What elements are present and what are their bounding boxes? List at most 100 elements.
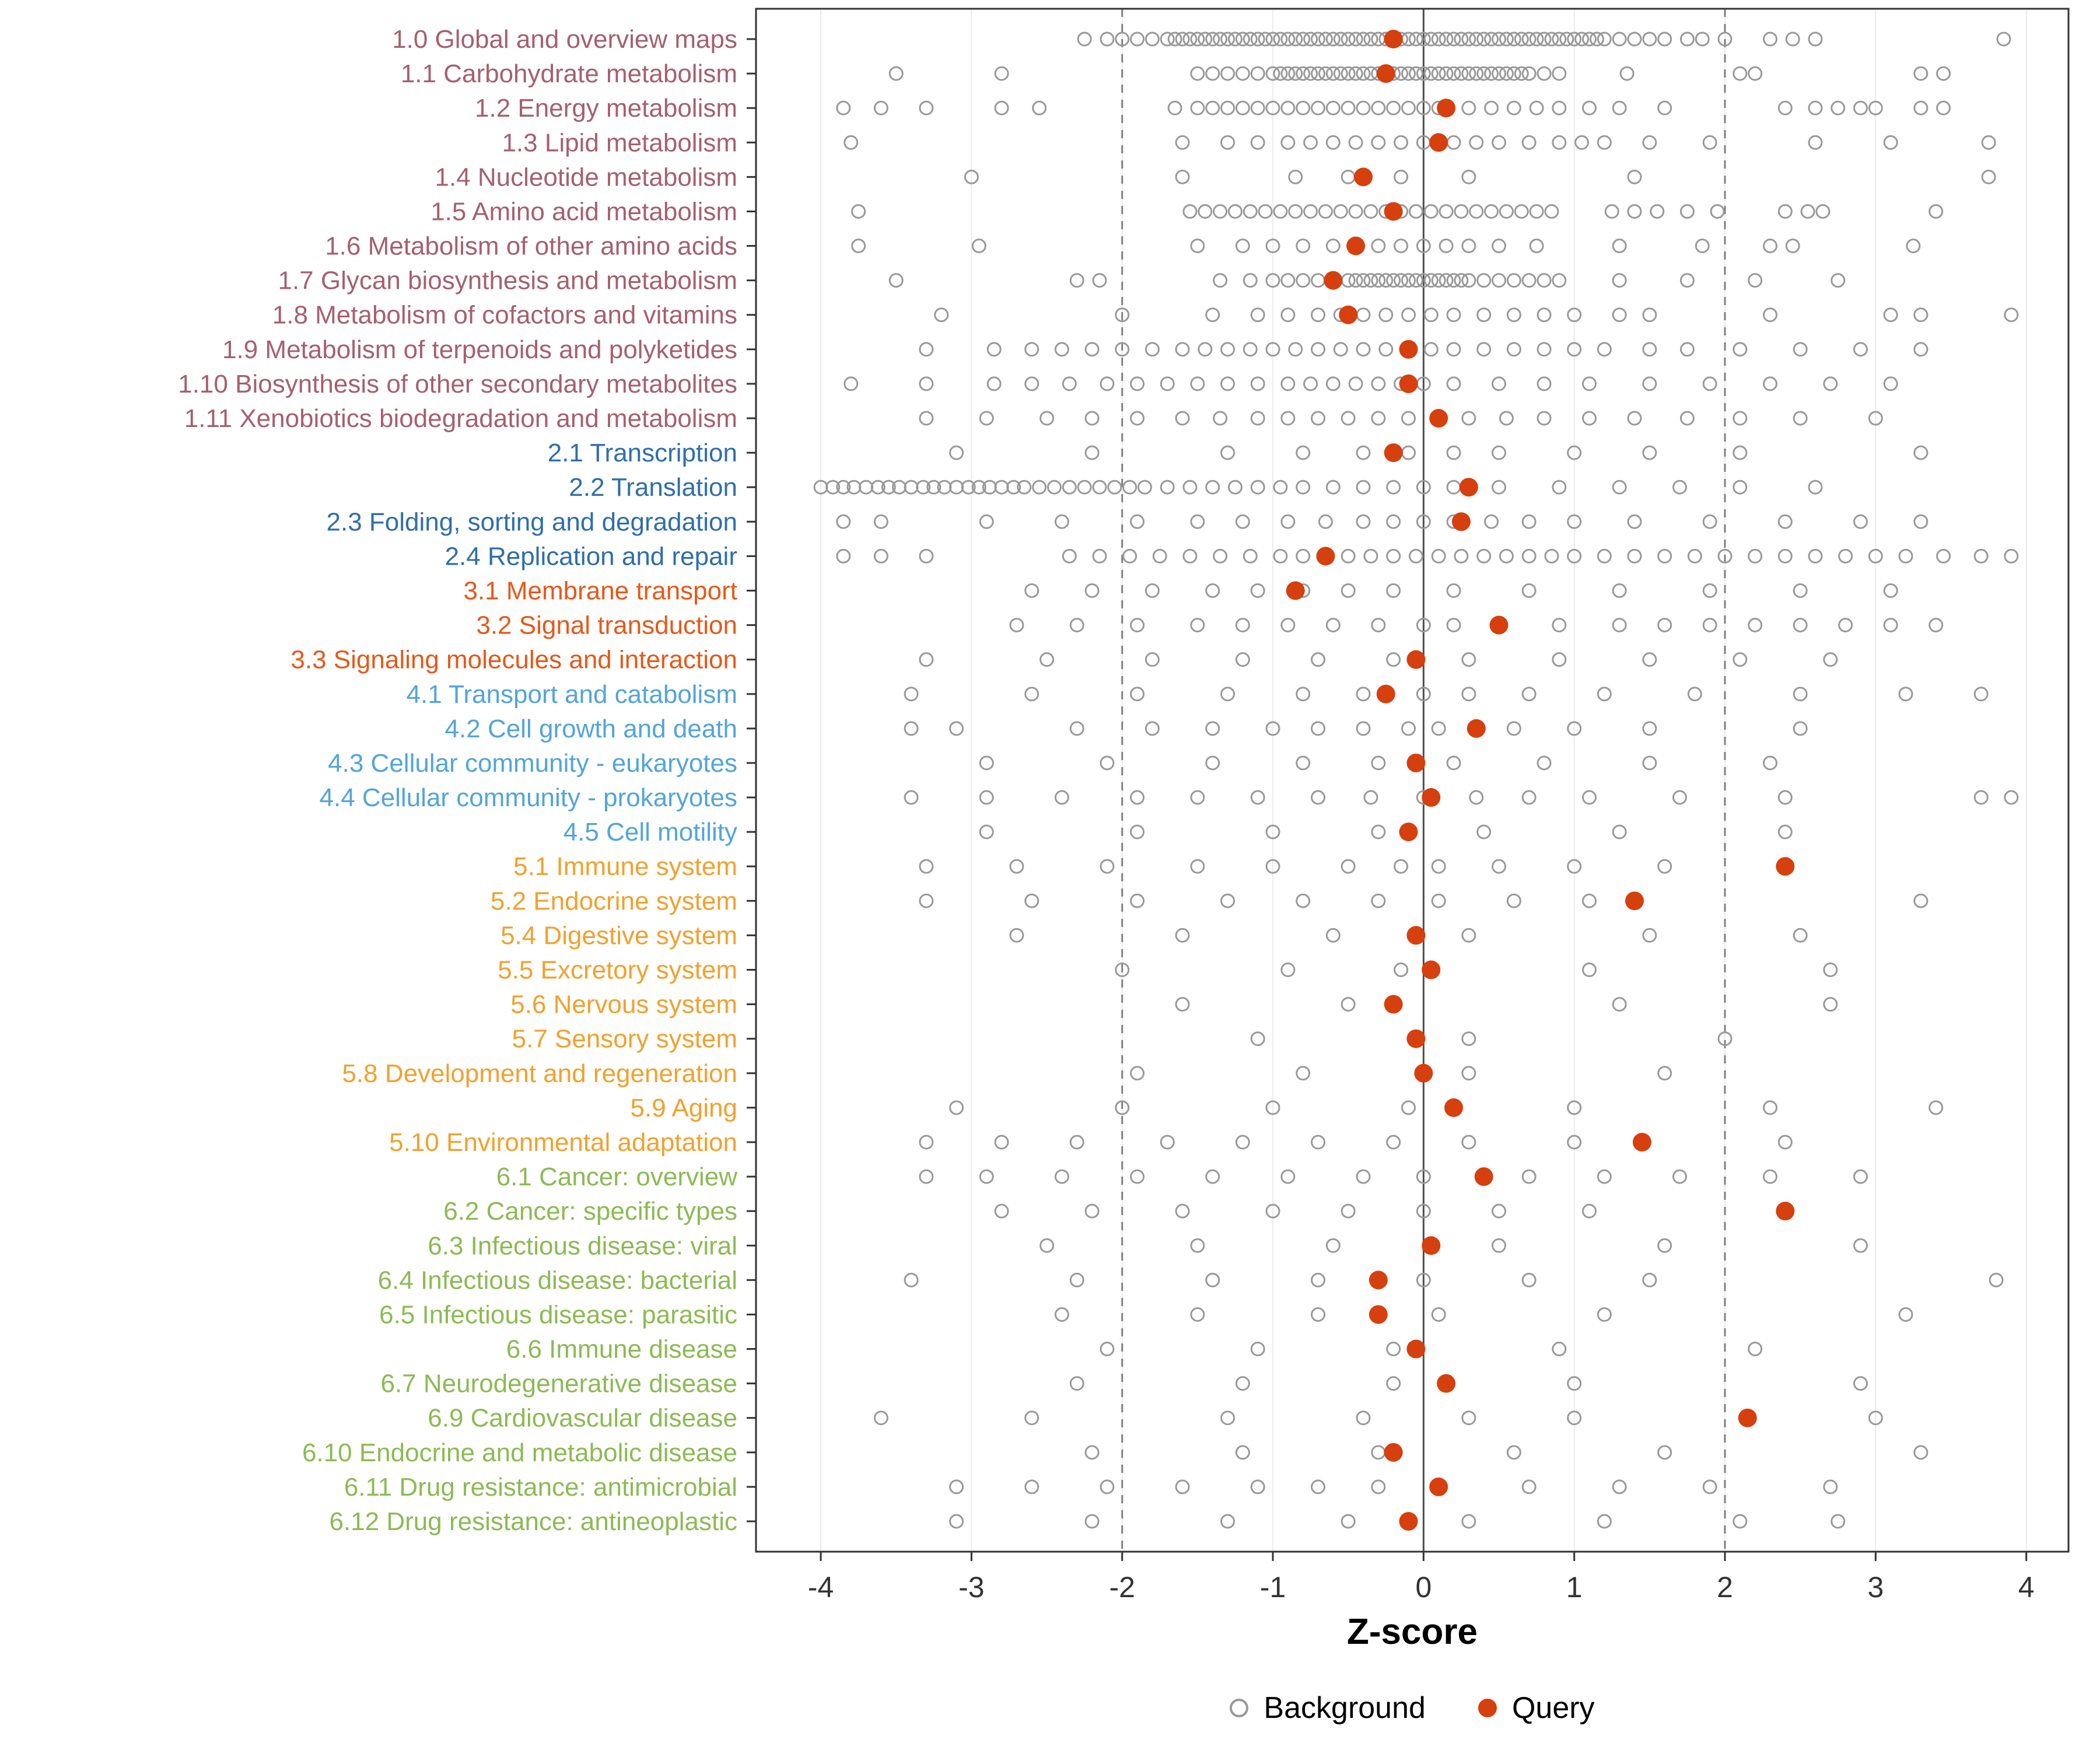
- background-point: [1416, 32, 1431, 47]
- background-point: [1175, 32, 1190, 47]
- y-axis-label: 4.2 Cell growth and death: [445, 715, 737, 743]
- background-point: [1250, 376, 1265, 391]
- background-point: [919, 1135, 934, 1150]
- background-point: [888, 273, 904, 288]
- background-point: [1476, 66, 1492, 81]
- background-point: [919, 652, 934, 667]
- background-point: [919, 100, 934, 116]
- background-point: [1777, 514, 1793, 529]
- background-point: [873, 1410, 888, 1426]
- background-point: [1054, 1169, 1069, 1184]
- background-point: [1213, 548, 1228, 564]
- background-point: [1356, 342, 1371, 357]
- background-point: [1627, 169, 1642, 184]
- background-point: [1340, 583, 1356, 598]
- background-point: [1815, 204, 1831, 219]
- y-axis-label: 6.9 Cardiovascular disease: [428, 1404, 737, 1433]
- background-point: [1356, 1169, 1371, 1184]
- background-point: [949, 1100, 964, 1115]
- background-point: [1469, 66, 1484, 81]
- background-point: [1220, 342, 1236, 357]
- background-point: [919, 342, 934, 357]
- background-point: [1973, 687, 1989, 702]
- background-point: [1552, 32, 1567, 47]
- query-point: [1414, 1063, 1433, 1083]
- background-point: [1190, 100, 1205, 116]
- background-point: [1062, 480, 1077, 495]
- y-axis-label: 1.1 Carbohydrate metabolism: [401, 60, 737, 88]
- background-point: [1446, 755, 1461, 771]
- background-point: [1423, 32, 1438, 47]
- background-point: [888, 66, 904, 81]
- background-point: [1077, 480, 1092, 495]
- background-point: [1024, 1479, 1040, 1494]
- background-point: [1401, 66, 1416, 81]
- background-point: [1552, 480, 1567, 495]
- background-point: [964, 169, 979, 184]
- background-point: [1092, 480, 1107, 495]
- background-point: [1597, 135, 1612, 150]
- background-point: [1906, 239, 1921, 254]
- background-point: [1642, 928, 1657, 943]
- background-point: [1040, 652, 1055, 667]
- background-point: [994, 1135, 1009, 1150]
- background-point: [1416, 1272, 1431, 1287]
- background-point: [979, 755, 994, 771]
- background-point: [1325, 480, 1340, 495]
- y-axis-label: 1.11 Xenobiotics biodegradation and meta…: [184, 404, 737, 433]
- y-axis-label: 1.3 Lipid metabolism: [502, 128, 737, 157]
- background-point: [1092, 273, 1107, 288]
- background-point: [1672, 790, 1688, 805]
- background-point: [1710, 204, 1725, 219]
- background-point: [1679, 32, 1695, 47]
- background-point: [1115, 963, 1130, 978]
- background-point: [1137, 480, 1152, 495]
- background-point: [1672, 1169, 1688, 1184]
- background-point: [1213, 32, 1228, 47]
- background-point: [1280, 411, 1296, 426]
- background-point: [1333, 66, 1348, 81]
- background-point: [1567, 307, 1582, 323]
- background-point: [1160, 376, 1175, 391]
- background-point: [1521, 687, 1536, 702]
- background-point: [1461, 239, 1476, 254]
- background-point: [1205, 583, 1220, 598]
- background-point: [1280, 1169, 1296, 1184]
- background-point: [1296, 445, 1311, 460]
- background-point: [1325, 32, 1340, 47]
- query-point: [1406, 753, 1426, 772]
- background-point: [1446, 618, 1461, 633]
- query-point: [1376, 684, 1395, 704]
- background-point: [1130, 32, 1145, 47]
- background-point: [926, 480, 942, 495]
- background-point: [1416, 480, 1431, 495]
- background-point: [1333, 32, 1348, 47]
- background-point: [1996, 32, 2011, 47]
- background-point: [1506, 32, 1521, 47]
- background-point: [1356, 100, 1371, 116]
- background-point: [1069, 721, 1084, 736]
- background-point: [1777, 1135, 1793, 1150]
- background-point: [1190, 859, 1205, 874]
- background-point: [1378, 307, 1394, 323]
- background-point: [1476, 548, 1492, 564]
- background-point: [1695, 32, 1710, 47]
- background-point: [1084, 1514, 1100, 1529]
- x-tick-label: -2: [1109, 1571, 1135, 1604]
- background-point: [1853, 514, 1868, 529]
- background-point: [1492, 480, 1507, 495]
- query-point: [1625, 891, 1644, 911]
- background-point: [1612, 100, 1627, 116]
- background-point: [1423, 307, 1438, 323]
- background-point: [1552, 652, 1567, 667]
- background-point: [1589, 32, 1604, 47]
- background-point: [1521, 273, 1536, 288]
- background-point: [1394, 239, 1409, 254]
- background-point: [1777, 204, 1793, 219]
- background-point: [1220, 445, 1236, 460]
- background-point: [1552, 66, 1567, 81]
- background-point: [844, 376, 859, 391]
- background-point: [1627, 411, 1642, 426]
- background-point: [1024, 583, 1040, 598]
